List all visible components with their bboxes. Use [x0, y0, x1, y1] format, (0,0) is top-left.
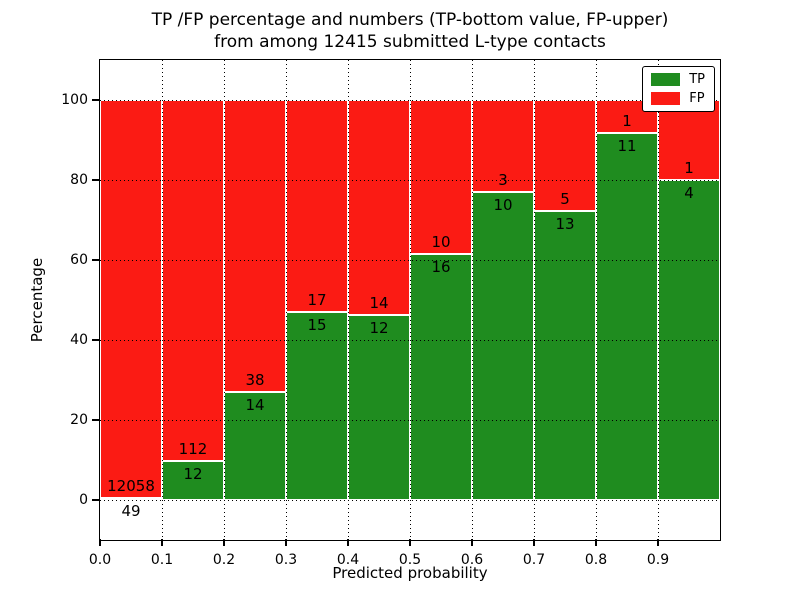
bar-fp-segment — [410, 100, 472, 254]
bar-tp-segment — [348, 315, 410, 500]
bar-tp-segment — [596, 133, 658, 500]
fp-count-label: 10 — [431, 232, 451, 251]
y-tick — [92, 179, 100, 181]
x-tick — [285, 539, 287, 546]
x-tick-label: 0.9 — [646, 552, 670, 568]
tp-count-label: 10 — [493, 196, 513, 215]
x-tick — [409, 539, 411, 546]
legend-swatch-fp — [651, 92, 681, 105]
fp-count-label: 17 — [307, 291, 327, 310]
tp-count-label: 13 — [555, 215, 575, 234]
tp-count-label: 14 — [245, 396, 265, 415]
legend-label-fp: FP — [689, 91, 705, 106]
x-tick-label: 0.5 — [398, 552, 422, 568]
chart-title-line1: TP /FP percentage and numbers (TP-bottom… — [151, 10, 669, 30]
x-tick-label: 0.8 — [584, 552, 608, 568]
x-tick — [161, 539, 163, 546]
fp-count-label: 3 — [498, 171, 508, 190]
y-tick-label: 40 — [70, 332, 88, 348]
y-tick-label: 0 — [79, 492, 88, 508]
bar-fp-segment — [658, 100, 720, 180]
y-axis-label: Percentage — [28, 257, 46, 343]
x-tick-label: 0.6 — [460, 552, 484, 568]
x-tick-label: 0.1 — [150, 552, 174, 568]
x-axis-label: Predicted probability — [332, 564, 488, 582]
bar-fp-segment — [286, 100, 348, 313]
gridline-horizontal — [100, 260, 720, 261]
tp-count-label: 16 — [431, 257, 451, 276]
chart-title: TP /FP percentage and numbers (TP-bottom… — [90, 9, 730, 53]
gridline-vertical — [596, 60, 597, 540]
bar-tp-segment — [224, 392, 286, 500]
x-tick-label: 0.2 — [212, 552, 236, 568]
legend: TP FP — [642, 66, 715, 112]
y-tick-label: 20 — [70, 412, 88, 428]
gridline-vertical — [534, 60, 535, 540]
legend-swatch-tp — [651, 73, 681, 86]
x-tick — [533, 539, 535, 546]
x-tick — [471, 539, 473, 546]
x-tick-label: 0.4 — [336, 552, 360, 568]
legend-label-tp: TP — [689, 72, 705, 87]
y-tick — [92, 99, 100, 101]
x-tick-label: 0.0 — [88, 552, 112, 568]
tp-count-label: 12 — [369, 319, 389, 338]
y-tick — [92, 499, 100, 501]
bar-fp-segment — [348, 100, 410, 316]
bar-tp-segment — [472, 192, 534, 500]
y-tick-label: 60 — [70, 252, 88, 268]
fp-count-label: 14 — [369, 294, 389, 313]
y-tick — [92, 259, 100, 261]
fp-count-label: 112 — [178, 440, 208, 459]
fp-count-label: 38 — [245, 371, 265, 390]
fp-count-label: 1 — [684, 159, 694, 177]
bar-tp-segment — [100, 498, 162, 501]
y-tick — [92, 419, 100, 421]
fp-count-label: 1 — [622, 112, 632, 131]
bar-fp-segment — [162, 100, 224, 462]
bar-fp-segment — [100, 100, 162, 499]
fp-count-label: 5 — [560, 190, 570, 209]
gridline-vertical — [286, 60, 287, 540]
gridline-horizontal — [100, 340, 720, 341]
bar-tp-segment — [410, 253, 472, 500]
gridline-vertical — [472, 60, 473, 540]
legend-entry-fp: FP — [651, 92, 705, 105]
bar-fp-segment — [224, 100, 286, 393]
tp-count-label: 49 — [121, 502, 141, 521]
bar-tp-segment — [286, 312, 348, 500]
gridline-vertical — [658, 60, 659, 540]
x-tick-label: 0.3 — [274, 552, 298, 568]
gridline-horizontal — [100, 420, 720, 421]
x-tick-label: 0.7 — [522, 552, 546, 568]
tp-count-label: 12 — [183, 465, 203, 484]
gridline-vertical — [410, 60, 411, 540]
x-tick — [595, 539, 597, 546]
tp-count-label: 4 — [684, 184, 694, 202]
y-tick — [92, 339, 100, 341]
x-tick — [657, 539, 659, 546]
y-tick-label: 100 — [61, 92, 88, 108]
bar-tp-segment — [162, 461, 224, 500]
gridline-horizontal — [100, 500, 720, 501]
bar-tp-segment — [534, 211, 596, 500]
gridline-vertical — [162, 60, 163, 540]
x-tick — [347, 539, 349, 546]
y-tick-label: 80 — [70, 172, 88, 188]
x-tick — [99, 539, 101, 546]
chart-title-line2: from among 12415 submitted L-type contac… — [214, 32, 606, 52]
x-tick — [223, 539, 225, 546]
gridline-horizontal — [100, 100, 720, 101]
legend-entry-tp: TP — [651, 73, 705, 86]
tp-count-label: 11 — [617, 137, 637, 156]
gridline-horizontal — [100, 180, 720, 181]
gridline-vertical — [224, 60, 225, 540]
tp-count-label: 15 — [307, 316, 327, 335]
fp-count-label: 12058 — [107, 477, 155, 496]
gridline-vertical — [348, 60, 349, 540]
plot-area: TP FP 12058 49 112 12 38 14 17 15 14 12 10 16 3 10 5 13 1… — [61, 59, 721, 568]
